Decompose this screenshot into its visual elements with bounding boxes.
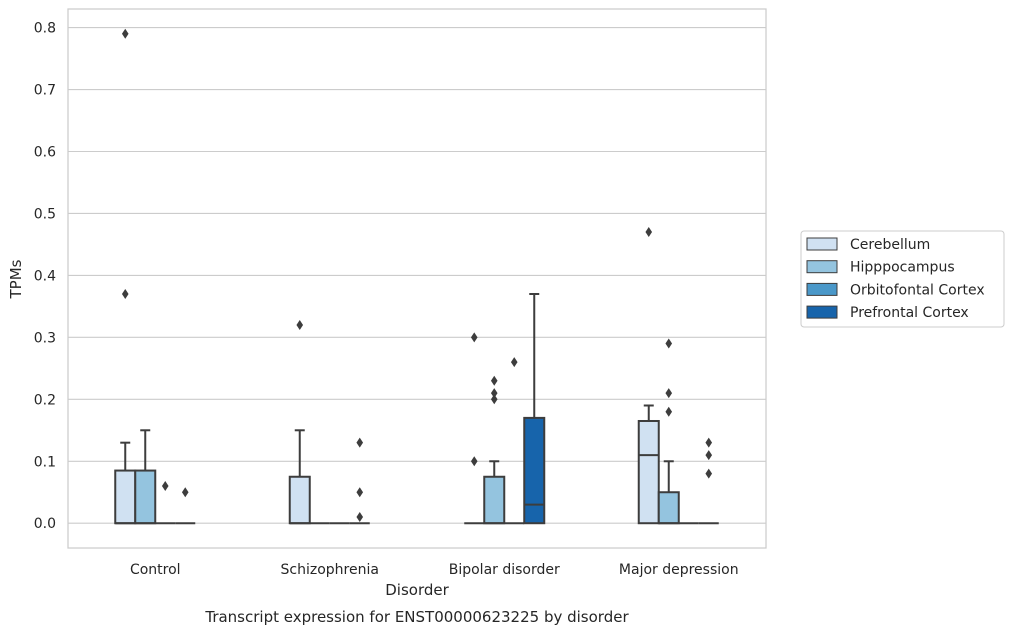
outlier-point: [510, 357, 518, 368]
box-hipppocampus-major-depression: [657, 338, 680, 525]
legend-items: Cerebellum Hipppocampus Orbitofontal Corte…: [806, 237, 985, 321]
legend-swatch: [806, 305, 838, 319]
y-tick-label: 0.2: [34, 392, 56, 408]
box-body: [523, 416, 546, 525]
box-hipppocampus-control: [134, 429, 157, 525]
chart-caption: Transcript expression for ENST0000062322…: [204, 608, 629, 626]
y-tick-label: 0.3: [34, 330, 56, 346]
box-body: [657, 491, 680, 525]
box-body: [483, 475, 506, 525]
y-axis-label: TPMs: [7, 259, 25, 299]
legend: Cerebellum Hipppocampus Orbitofontal Corte…: [800, 230, 1005, 328]
x-tick-label: Bipolar disorder: [449, 562, 560, 578]
x-tick-label: Control: [130, 562, 181, 578]
y-tick-label: 0.8: [34, 21, 56, 37]
outlier-point: [665, 388, 673, 399]
outlier-point: [470, 332, 478, 343]
outlier-point: [490, 388, 498, 399]
outlier-point: [490, 394, 498, 405]
outlier-point: [665, 338, 673, 349]
outlier-point: [470, 456, 478, 467]
outlier-point: [665, 406, 673, 417]
legend-swatch: [806, 282, 838, 296]
outlier-point: [705, 468, 713, 479]
plot-frame: [67, 8, 767, 549]
box-prefrontal-cortex-bipolar-disorder: [523, 292, 546, 525]
y-tick-label: 0.4: [34, 268, 56, 284]
box-prefrontal-cortex-major-depression: [698, 437, 719, 525]
outlier-point: [490, 375, 498, 386]
y-tick-label: 0.5: [34, 206, 56, 222]
x-tick-label: Schizophrenia: [281, 562, 379, 578]
box-cerebellum-bipolar-disorder: [464, 332, 485, 525]
legend-item: Cerebellum: [806, 237, 930, 253]
box-body: [114, 469, 137, 525]
box-orbitofontal-cortex-bipolar-disorder: [504, 357, 525, 525]
outlier-point: [645, 227, 653, 238]
legend-swatch: [806, 260, 838, 274]
box-cerebellum-control: [114, 28, 137, 525]
legend-label: Orbitofontal Cortex: [850, 282, 985, 298]
outlier-point: [121, 28, 129, 39]
outlier-point: [705, 437, 713, 448]
box-body: [288, 475, 311, 525]
outlier-point: [356, 437, 364, 448]
plot-boxes: [114, 28, 719, 525]
outlier-point: [705, 450, 713, 461]
outlier-point: [356, 487, 364, 498]
box-body: [134, 469, 157, 525]
legend-item: Hipppocampus: [806, 260, 955, 276]
legend-label: Hipppocampus: [850, 260, 955, 276]
y-tick-label: 0.7: [34, 83, 56, 99]
legend-swatch: [806, 237, 838, 251]
grid-lines: [68, 27, 766, 524]
y-axis-ticks: 0.0 0.1 0.2 0.3 0.4 0.5 0.6 0.7 0.8: [34, 21, 56, 533]
box-body: [637, 419, 660, 525]
y-tick-label: 0.0: [34, 516, 56, 532]
legend-item: Prefrontal Cortex: [806, 305, 969, 321]
legend-label: Prefrontal Cortex: [850, 305, 969, 321]
legend-frame: [800, 230, 1005, 328]
box-cerebellum-schizophrenia: [288, 319, 311, 525]
y-tick-label: 0.1: [34, 454, 56, 470]
box-prefrontal-cortex-schizophrenia: [349, 437, 370, 525]
x-axis-label: Disorder: [385, 581, 449, 599]
x-axis-ticks: Control Schizophrenia Bipolar disorder Majo…: [130, 562, 739, 578]
legend-label: Cerebellum: [850, 237, 930, 253]
outlier-point: [121, 288, 129, 299]
outlier-point: [161, 481, 169, 492]
outlier-point: [296, 319, 304, 330]
y-tick-label: 0.6: [34, 144, 56, 160]
legend-item: Orbitofontal Cortex: [806, 282, 985, 298]
outlier-point: [181, 487, 189, 498]
outlier-point: [356, 512, 364, 523]
box-hipppocampus-bipolar-disorder: [483, 375, 506, 525]
x-tick-label: Major depression: [619, 562, 739, 578]
box-cerebellum-major-depression: [637, 227, 660, 525]
box-prefrontal-cortex-control: [175, 487, 196, 525]
box-orbitofontal-cortex-control: [155, 481, 176, 525]
